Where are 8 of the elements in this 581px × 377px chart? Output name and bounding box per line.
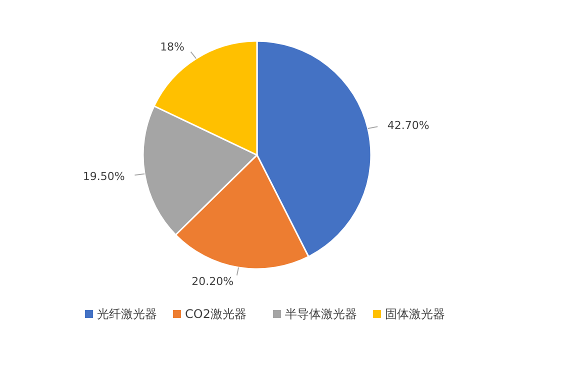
legend-label: CO2激光器 bbox=[185, 307, 246, 322]
legend-label: 固体激光器 bbox=[385, 307, 445, 322]
data-label: 42.70% bbox=[387, 119, 430, 132]
data-label: 18% bbox=[160, 40, 185, 54]
legend-label: 光纤激光器 bbox=[97, 307, 157, 322]
legend-label: 半导体激光器 bbox=[285, 307, 357, 322]
data-label: 20.20% bbox=[192, 275, 234, 288]
data-label: 19.50% bbox=[82, 170, 125, 183]
